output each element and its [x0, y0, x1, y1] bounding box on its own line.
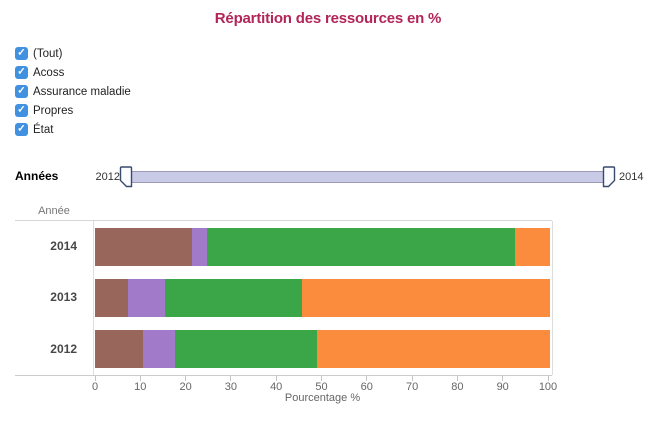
- bar-segment-green[interactable]: [165, 279, 302, 317]
- tick-mark: [139, 376, 141, 381]
- tick-mark: [275, 376, 277, 381]
- checkbox-checked-icon[interactable]: ✓: [15, 104, 28, 117]
- slider-handle-left[interactable]: [119, 166, 133, 188]
- tick-label: 50: [315, 381, 328, 393]
- bar-segment-green[interactable]: [206, 227, 515, 266]
- checkmark-icon: ✓: [17, 47, 26, 58]
- checkmark-icon: ✓: [17, 85, 26, 96]
- bar-segment-brown[interactable]: [95, 227, 192, 266]
- year-label: 2014: [50, 239, 77, 253]
- slider-handle-right[interactable]: [602, 166, 616, 188]
- plot-right-border: [552, 221, 553, 375]
- tick-mark: [185, 376, 187, 381]
- bar-segment-green[interactable]: [175, 330, 317, 369]
- tick-label: 40: [270, 381, 283, 393]
- row-header: Année: [38, 205, 70, 217]
- checkbox-checked-icon[interactable]: ✓: [15, 47, 28, 60]
- bar-segment-orange[interactable]: [316, 330, 550, 369]
- tick-label: 80: [451, 381, 464, 393]
- category-filter-list: ✓ (Tout) ✓ Acoss ✓ Assurance maladie ✓ Propres ✓…: [15, 44, 131, 139]
- bar-segment-orange[interactable]: [514, 227, 550, 266]
- plot-left-border: [93, 221, 94, 375]
- filter-item-0[interactable]: ✓ (Tout): [15, 44, 131, 63]
- bar-segment-orange[interactable]: [302, 279, 550, 317]
- checkmark-icon: ✓: [17, 66, 26, 77]
- bar-segment-purple[interactable]: [191, 227, 207, 266]
- slider-track[interactable]: [127, 171, 610, 183]
- tick-label: 0: [91, 381, 99, 393]
- tick-mark: [94, 376, 96, 381]
- year-label: 2012: [50, 341, 77, 356]
- filter-item-1[interactable]: ✓ Acoss: [15, 63, 131, 82]
- tick-label: 100: [538, 381, 558, 393]
- filter-item-label: État: [33, 123, 54, 136]
- x-axis-line: [15, 375, 552, 376]
- plot-area: [93, 221, 552, 375]
- slider-min-value: 2012: [95, 171, 120, 183]
- x-axis-ticks: 0 10 20 30 40 50 60 70 80 90 100: [92, 375, 557, 405]
- x-axis-title: Pourcentage %: [284, 392, 361, 404]
- slider-label: Années: [15, 169, 59, 183]
- checkbox-checked-icon[interactable]: ✓: [15, 66, 28, 79]
- checkbox-checked-icon[interactable]: ✓: [15, 123, 28, 136]
- slider-max-value: 2014: [619, 171, 644, 183]
- tick-mark: [502, 376, 504, 381]
- checkmark-icon: ✓: [17, 104, 26, 115]
- tick-mark: [547, 376, 549, 381]
- filter-item-3[interactable]: ✓ Propres: [15, 101, 131, 120]
- tick-mark: [456, 376, 458, 381]
- filter-item-4[interactable]: ✓ État: [15, 120, 131, 139]
- tick-mark: [366, 376, 368, 381]
- year-range-slider: Années 2012 2014: [0, 163, 656, 193]
- checkmark-icon: ✓: [17, 123, 26, 134]
- tick-mark: [230, 376, 232, 381]
- bar-segment-brown[interactable]: [95, 279, 129, 317]
- bar-segment-purple[interactable]: [143, 330, 176, 369]
- tick-label: 70: [405, 381, 419, 393]
- filter-item-label: Acoss: [33, 66, 65, 79]
- tick-label: 30: [224, 381, 238, 393]
- bar-segment-brown[interactable]: [95, 330, 144, 369]
- tick-label: 90: [496, 381, 509, 393]
- tick-label: 20: [179, 381, 192, 393]
- tick-mark: [411, 376, 413, 381]
- filter-item-label: Assurance maladie: [33, 85, 131, 98]
- checkbox-checked-icon[interactable]: ✓: [15, 85, 28, 98]
- filter-item-2[interactable]: ✓ Assurance maladie: [15, 82, 131, 101]
- year-axis-labels: 2014 2013 2012: [15, 221, 85, 375]
- header-divider-line: [15, 220, 552, 221]
- tick-mark: [321, 376, 322, 381]
- filter-item-label: Propres: [33, 104, 74, 117]
- tick-label: 60: [360, 381, 373, 393]
- chart-title: Répartition des ressources en %: [214, 10, 442, 27]
- filter-item-label: (Tout): [33, 47, 63, 60]
- year-label: 2013: [50, 290, 77, 305]
- bar-segment-purple[interactable]: [128, 279, 166, 317]
- tick-label: 10: [134, 381, 147, 393]
